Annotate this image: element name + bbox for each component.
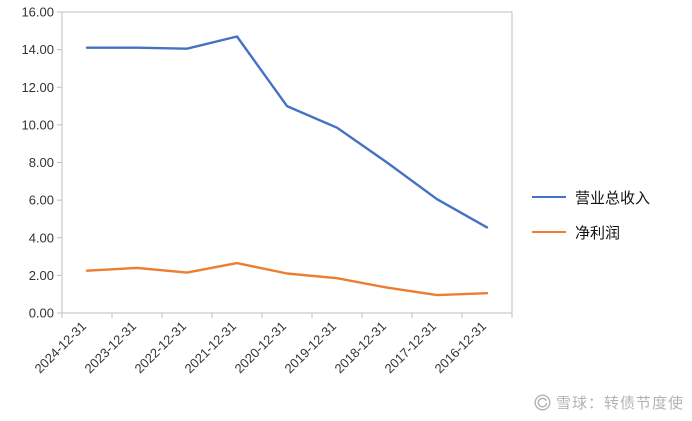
y-tick-label: 10.00	[21, 117, 54, 132]
series-lines	[85, 35, 489, 297]
legend-item-net-profit: 净利润	[532, 221, 650, 243]
x-axis: 2024-12-312023-12-312022-12-312021-12-31…	[31, 313, 513, 377]
legend-label-net-profit: 净利润	[575, 224, 621, 242]
y-axis: 0.00 2.00 4.00 6.00 8.00 10.00 12.00 14.00 16.00	[21, 5, 62, 321]
x-tick-label: 2020-12-31	[231, 319, 289, 377]
net-profit-line-swatch	[532, 231, 566, 233]
x-tick-label: 2016-12-31	[431, 319, 489, 377]
snowball-logo-icon	[534, 394, 551, 411]
watermark: 雪球：转债节度使	[534, 392, 684, 413]
y-tick-label: 2.00	[29, 268, 54, 283]
x-tick-label: 2023-12-31	[81, 319, 139, 377]
y-tick-label: 0.00	[29, 306, 54, 321]
x-tick-label: 2018-12-31	[331, 319, 389, 377]
x-tick-label: 2019-12-31	[281, 319, 339, 377]
legend-item-revenue: 营业总收入	[532, 186, 650, 208]
revenue-line	[85, 35, 489, 229]
watermark-text: 雪球：转债节度使	[555, 395, 684, 412]
x-tick-label: 2022-12-31	[131, 319, 189, 377]
legend-label-revenue: 营业总收入	[575, 189, 651, 207]
y-tick-label: 8.00	[29, 155, 54, 170]
x-tick-label: 2017-12-31	[381, 319, 439, 377]
net-profit-line	[85, 261, 489, 297]
y-tick-label: 16.00	[21, 5, 54, 20]
y-tick-label: 12.00	[21, 80, 54, 95]
y-tick-label: 14.00	[21, 42, 54, 57]
y-tick-label: 4.00	[29, 230, 54, 245]
legend: 营业总收入 净利润	[532, 186, 650, 243]
x-tick-label: 2024-12-31	[31, 319, 89, 377]
y-tick-label: 6.00	[29, 193, 54, 208]
revenue-line-swatch	[532, 196, 566, 198]
x-tick-label: 2021-12-31	[181, 319, 239, 377]
